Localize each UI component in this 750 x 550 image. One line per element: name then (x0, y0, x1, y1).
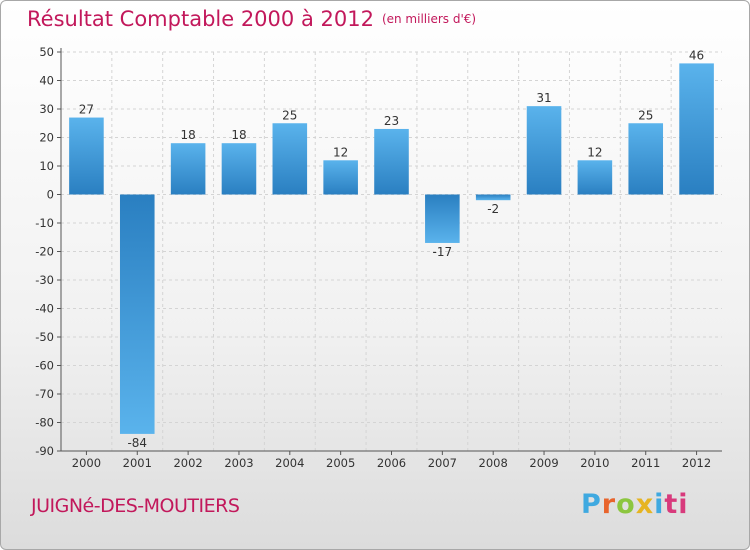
y-tick-label: -20 (35, 245, 54, 259)
x-tick-label: 2001 (123, 456, 152, 470)
logo-letter: P (581, 489, 602, 520)
chart-title-text: Résultat Comptable 2000 à 2012 (27, 7, 374, 31)
x-tick-label: 2002 (173, 456, 202, 470)
y-tick-label: -60 (35, 359, 54, 373)
y-tick-label: -30 (35, 273, 54, 287)
data-label: 18 (180, 128, 195, 142)
bar (374, 128, 409, 195)
y-tick-label: -80 (35, 416, 54, 430)
x-tick-label: 2005 (326, 456, 355, 470)
bar (679, 63, 714, 195)
proxiti-logo: Proxiti (581, 489, 689, 520)
y-tick-label: -10 (35, 216, 54, 230)
y-tick-label: 30 (39, 102, 54, 116)
x-tick-label: 2000 (72, 456, 101, 470)
commune-name: JUIGNé-DES-MOUTIERS (31, 495, 240, 517)
logo-letter: r (601, 489, 617, 520)
logo-letter: ti (664, 489, 689, 520)
bar (221, 143, 257, 195)
y-tick-label: 0 (47, 188, 54, 202)
data-label: 25 (638, 108, 653, 122)
data-label: 12 (587, 145, 602, 159)
x-tick-label: 2004 (275, 456, 304, 470)
data-label: 31 (536, 91, 551, 105)
data-label: -2 (487, 202, 499, 216)
chart-unit-label: (en milliers d'€) (381, 12, 477, 26)
logo-letter: x (635, 489, 655, 520)
bar (170, 143, 206, 195)
bar (323, 160, 358, 195)
data-label: 27 (79, 103, 94, 117)
bar (475, 194, 511, 201)
bar (69, 117, 104, 195)
bar (119, 194, 155, 434)
bar (526, 106, 562, 195)
bar (272, 123, 308, 195)
x-tick-label: 2006 (377, 456, 406, 470)
y-tick-label: 10 (39, 159, 54, 173)
data-label: -17 (433, 245, 453, 259)
x-tick-label: 2011 (631, 456, 660, 470)
logo-letter: o (616, 489, 636, 520)
bar (628, 123, 664, 195)
x-tick-label: 2007 (428, 456, 457, 470)
data-label: 25 (282, 108, 297, 122)
x-tick-label: 2009 (529, 456, 558, 470)
chart-title: Résultat Comptable 2000 à 2012 (en millie… (27, 7, 476, 31)
y-tick-label: 20 (39, 131, 54, 145)
data-label: 18 (231, 128, 246, 142)
y-tick-label: 40 (39, 74, 54, 88)
x-tick-label: 2008 (479, 456, 508, 470)
y-tick-label: -40 (35, 302, 54, 316)
x-tick-label: 2012 (682, 456, 711, 470)
data-label: 23 (384, 114, 399, 128)
y-tick-label: -70 (35, 387, 54, 401)
bar (577, 160, 613, 195)
y-tick-label: -90 (35, 444, 54, 458)
bar (425, 194, 460, 243)
data-label: 46 (689, 48, 704, 62)
data-label: -84 (127, 436, 147, 450)
x-tick-label: 2010 (580, 456, 609, 470)
y-tick-label: -50 (35, 330, 54, 344)
data-label: 12 (333, 145, 348, 159)
y-tick-label: 50 (39, 45, 54, 59)
x-tick-label: 2003 (224, 456, 253, 470)
logo-letter: i (654, 489, 665, 520)
